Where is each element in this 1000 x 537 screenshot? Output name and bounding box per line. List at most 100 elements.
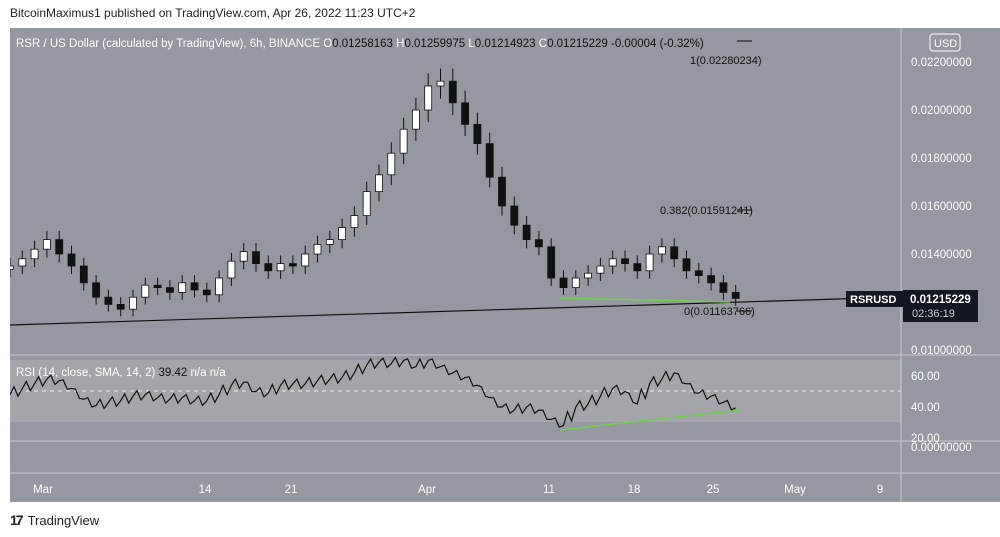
- candle-body: [731, 291, 740, 299]
- support-trendline[interactable]: [10, 296, 902, 326]
- candle: [584, 265, 592, 286]
- candle: [55, 230, 64, 263]
- bar-countdown: 02:36:19: [912, 308, 955, 320]
- candle-body: [547, 246, 556, 279]
- candle-body: [178, 282, 187, 293]
- legend-c: 0.01215229: [547, 38, 611, 50]
- candle-body: [79, 265, 88, 284]
- candle: [596, 257, 605, 282]
- candle-body: [67, 253, 76, 267]
- price-chart[interactable]: 1(0.02280234) 0.382(0.01591241) 0(0.011637…: [10, 28, 1000, 502]
- candle: [411, 98, 420, 141]
- candle: [276, 255, 285, 279]
- candle: [264, 255, 273, 279]
- candle-body: [670, 246, 679, 260]
- candle: [239, 243, 248, 270]
- candle-body: [141, 284, 150, 298]
- rsi-value: 39.42: [159, 367, 191, 379]
- candle: [658, 238, 666, 263]
- currency-label: USD: [934, 38, 957, 50]
- candles: [10, 68, 740, 317]
- price-divergence-line[interactable]: [559, 297, 731, 303]
- candle: [350, 206, 359, 237]
- pane-axis-label: 0.00000000: [911, 442, 972, 454]
- candle-body: [707, 275, 715, 284]
- candle: [719, 275, 728, 300]
- candle-body: [559, 277, 568, 288]
- price-axis-label: 0.01000000: [911, 345, 972, 357]
- currency-button[interactable]: [929, 33, 961, 52]
- candle-body: [584, 272, 592, 279]
- candle-body: [264, 263, 273, 272]
- candle: [30, 240, 39, 268]
- candle: [682, 250, 691, 279]
- legend-o_label: O: [323, 38, 332, 50]
- candle-body: [350, 215, 359, 229]
- candle-body: [436, 80, 445, 87]
- legend-l: 0.01214923: [475, 38, 539, 50]
- symbol-legend: RSR / US Dollar (calculated by TradingVi…: [16, 38, 704, 50]
- candle-body: [325, 239, 334, 245]
- candle-body: [375, 174, 383, 193]
- candle-body: [338, 227, 347, 241]
- candle: [707, 267, 715, 291]
- candle: [387, 142, 396, 186]
- candle-body: [288, 263, 297, 267]
- candle: [43, 230, 51, 258]
- price-axis-label: 0.01400000: [911, 249, 972, 261]
- candle-body: [10, 265, 14, 270]
- candle-body: [399, 128, 408, 154]
- candle: [448, 68, 457, 115]
- candle: [424, 73, 433, 122]
- price-axis-label: 0.01600000: [911, 201, 972, 213]
- candle-body: [608, 258, 617, 267]
- candle: [104, 289, 113, 312]
- rsi-axis-label: 20.00: [911, 433, 940, 445]
- legend-symbol: RSR / US Dollar (calculated by TradingVi…: [16, 38, 323, 50]
- candle: [79, 257, 88, 291]
- candle: [288, 255, 297, 275]
- candle: [473, 112, 482, 155]
- legend-change: -0.00004 (-0.32%): [611, 38, 704, 50]
- time-axis-label: 25: [707, 484, 720, 496]
- fib-label: 0(0.01163766): [684, 306, 755, 318]
- candle-body: [719, 282, 728, 293]
- rsi-axis-label: 40.00: [911, 402, 940, 414]
- candle: [178, 275, 187, 300]
- candle-body: [658, 246, 666, 255]
- candle-body: [596, 265, 605, 274]
- candle-body: [621, 258, 629, 264]
- time-axis-label: 21: [285, 484, 298, 496]
- candle-body: [129, 296, 137, 310]
- candle: [621, 250, 629, 272]
- candle-body: [498, 176, 506, 207]
- legend-h: 0.01259975: [404, 38, 468, 50]
- candle-body: [202, 289, 211, 296]
- candle: [362, 181, 371, 225]
- last-price-tag: [903, 290, 978, 322]
- price-axis-label: 0.02200000: [911, 57, 972, 69]
- rsi-band: [10, 360, 901, 422]
- candle: [116, 297, 125, 317]
- candle-body: [252, 251, 260, 265]
- symbol-tag-label: RSRUSD: [850, 294, 897, 306]
- chart-container[interactable]: 1(0.02280234) 0.382(0.01591241) 0(0.011637…: [10, 28, 1000, 502]
- rsi-axis-label: 60.00: [911, 371, 940, 383]
- rsi-na1: n/a: [191, 367, 210, 379]
- time-axis-label: Apr: [418, 484, 436, 496]
- candle-body: [55, 239, 64, 255]
- candle: [559, 270, 568, 296]
- candle: [645, 245, 654, 279]
- candle: [252, 243, 260, 272]
- last-price: 0.01215229: [910, 294, 971, 306]
- candle-body: [485, 143, 494, 178]
- rsi-line: [10, 356, 736, 428]
- candle-body: [411, 109, 420, 130]
- price-axis-label: 0.01800000: [911, 153, 972, 165]
- legend-o: 0.01258163: [332, 38, 396, 50]
- candle: [92, 275, 100, 305]
- time-axis-label: 11: [543, 484, 555, 496]
- candle-body: [387, 152, 396, 176]
- candle: [633, 255, 642, 279]
- rsi-divergence-line[interactable]: [559, 409, 741, 431]
